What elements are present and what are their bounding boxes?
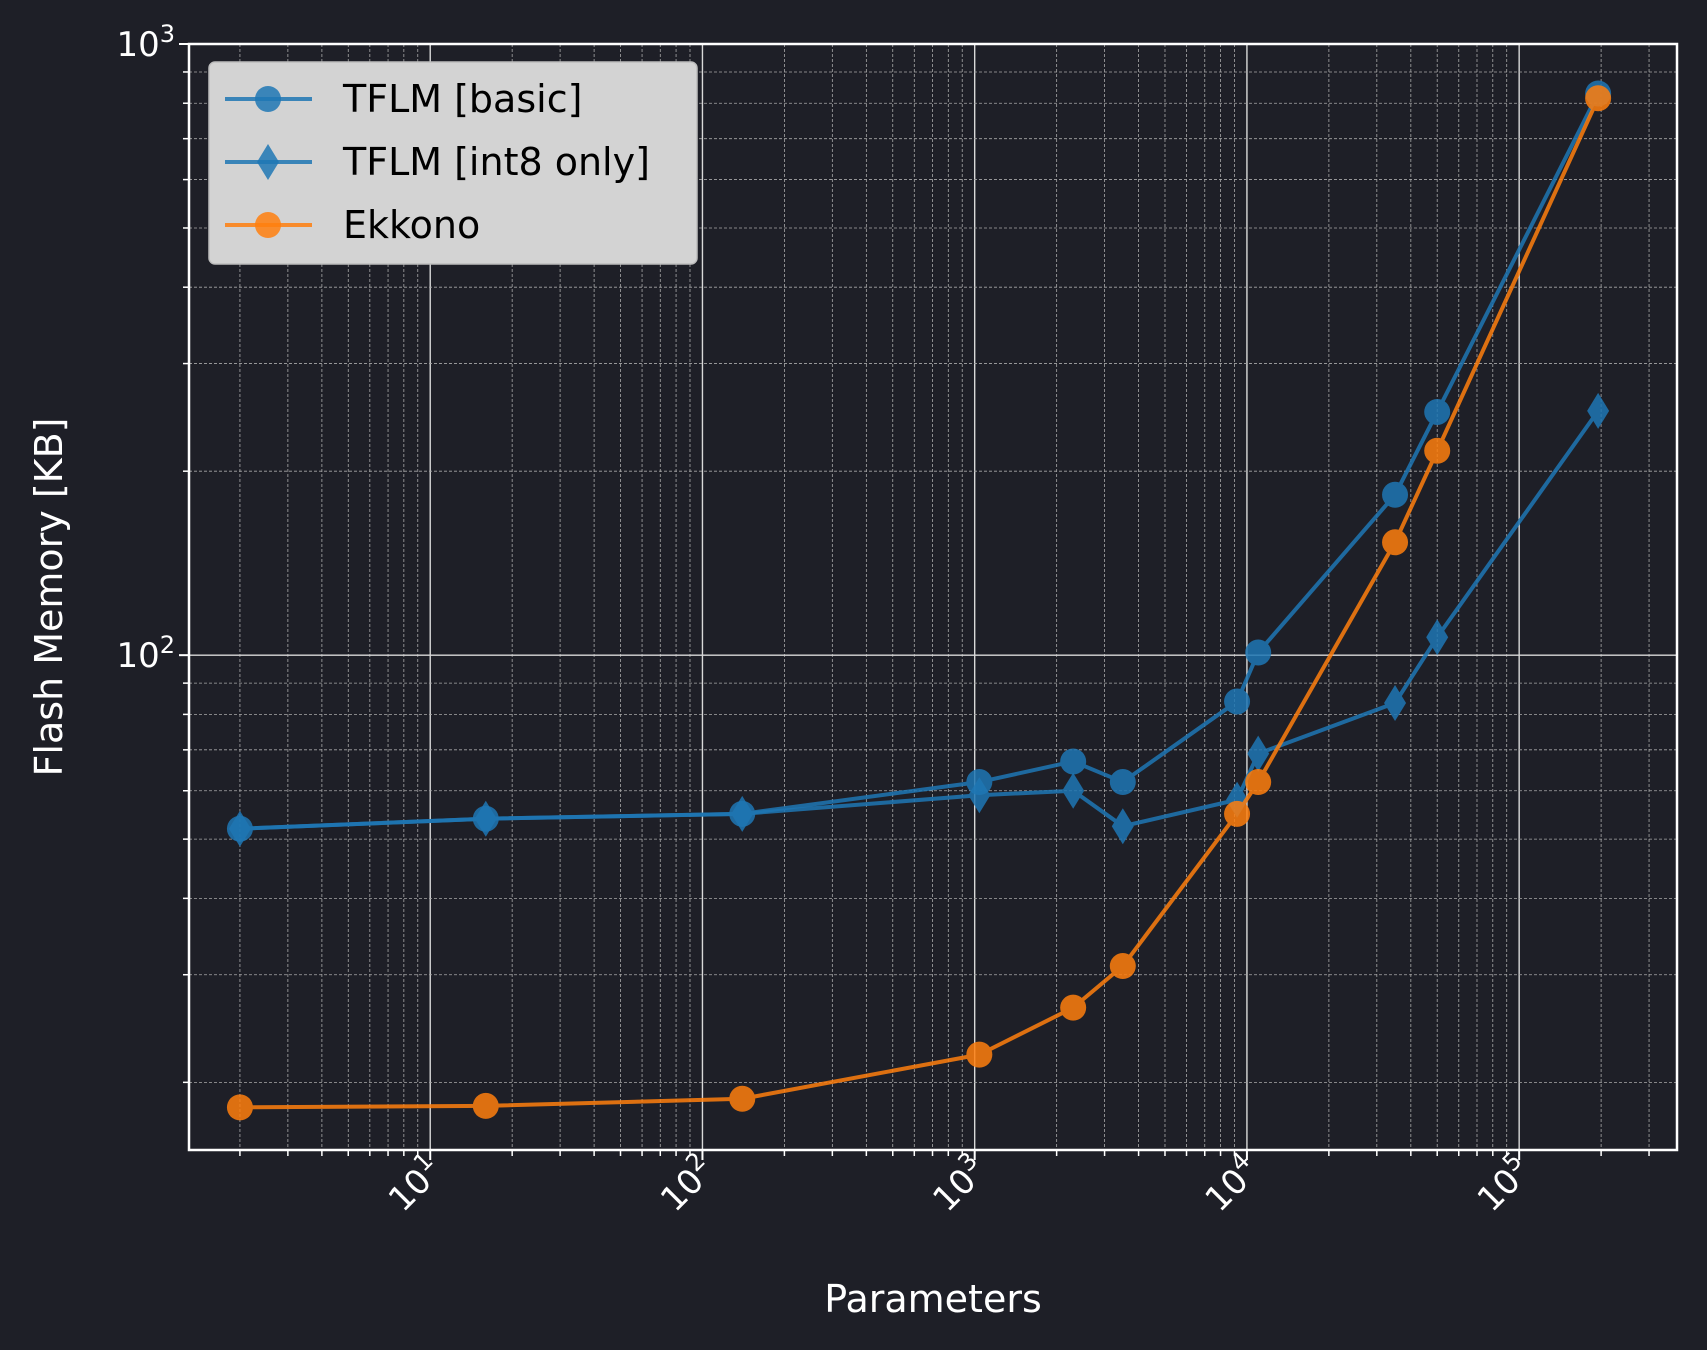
- data-point-ekkono: [1060, 994, 1087, 1021]
- data-point-ekkono: [1224, 800, 1251, 827]
- data-point-tflm-int8-only: [731, 795, 754, 832]
- data-point-tflm-basic: [1060, 748, 1087, 775]
- y-tick-label: 103: [116, 20, 175, 65]
- data-point-tflm-basic: [1245, 639, 1272, 666]
- legend-label-ekkono: Ekkono: [343, 203, 480, 247]
- legend-marker-circle: [255, 86, 281, 112]
- data-point-tflm-int8-only: [1062, 772, 1085, 809]
- data-point-tflm-int8-only: [1384, 685, 1407, 722]
- data-point-tflm-int8-only: [968, 777, 991, 814]
- legend: TFLM [basic] TFLM [int8 only] Ekkono: [208, 61, 698, 265]
- data-point-tflm-int8-only: [474, 800, 497, 837]
- legend-label-tflm-int8: TFLM [int8 only]: [342, 140, 650, 184]
- legend-box: [208, 61, 698, 265]
- data-point-ekkono: [1382, 529, 1409, 556]
- data-point-ekkono: [1109, 953, 1136, 980]
- data-point-tflm-int8-only: [1587, 392, 1610, 429]
- data-point-tflm-int8-only: [1111, 808, 1134, 845]
- data-point-ekkono: [226, 1094, 253, 1121]
- data-point-tflm-int8-only: [1247, 735, 1270, 772]
- grid: [189, 43, 1677, 1150]
- y-axis-title: Flash Memory [KB]: [27, 418, 71, 777]
- legend-entry-ekkono: Ekkono: [225, 203, 480, 247]
- x-axis-title: Parameters: [824, 1277, 1042, 1321]
- data-point-ekkono: [729, 1085, 756, 1112]
- data-point-tflm-basic: [1382, 481, 1409, 508]
- legend-entry-tflm-basic: TFLM [basic]: [225, 77, 582, 121]
- series-ekkono: [226, 85, 1612, 1121]
- data-point-ekkono: [1585, 85, 1612, 112]
- data-point-ekkono: [1245, 769, 1272, 796]
- data-point-tflm-int8-only: [1426, 619, 1449, 656]
- legend-entry-tflm-int8: TFLM [int8 only]: [225, 140, 650, 184]
- data-point-tflm-int8-only: [228, 810, 251, 847]
- data-point-ekkono: [1424, 437, 1451, 464]
- y-tick-label: 102: [116, 631, 175, 676]
- data-point-tflm-basic: [1109, 769, 1136, 796]
- data-point-tflm-basic: [1224, 688, 1251, 715]
- legend-label-tflm-basic: TFLM [basic]: [342, 77, 582, 121]
- legend-marker-circle-orange: [255, 212, 281, 238]
- data-point-tflm-basic: [1424, 398, 1451, 425]
- data-point-ekkono: [966, 1041, 993, 1068]
- legend-marker-diamond: [257, 144, 279, 180]
- data-point-ekkono: [472, 1092, 499, 1119]
- series-tflm-int8-only: [228, 392, 1610, 847]
- series-layer: [226, 80, 1612, 1121]
